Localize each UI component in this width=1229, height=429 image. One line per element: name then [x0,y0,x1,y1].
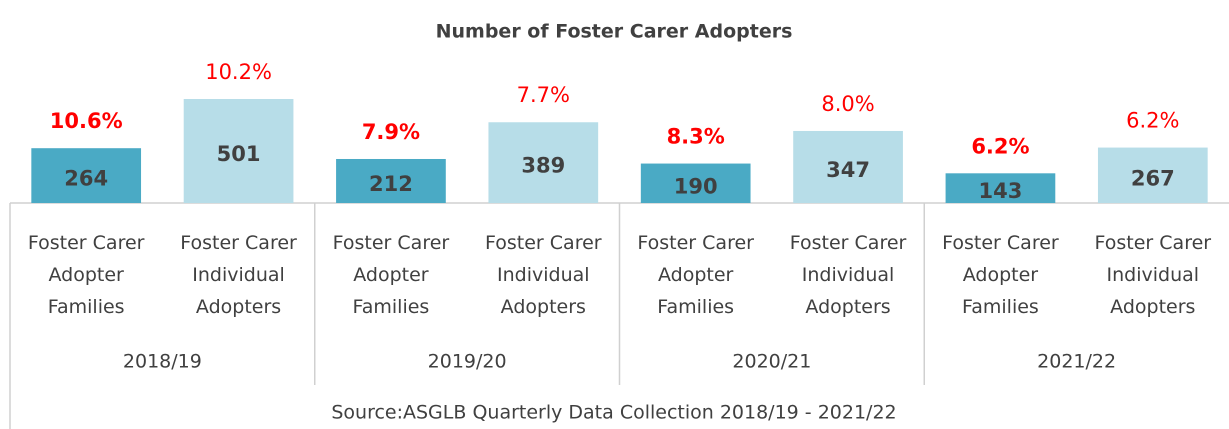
percentage-label: 10.6% [50,109,123,133]
value-label: 501 [217,142,261,166]
value-label: 264 [64,167,108,191]
category-label: Foster Carer Adopter Families [333,232,450,318]
percentage-label: 8.3% [667,125,725,149]
value-label: 190 [674,174,718,198]
group-label: 2018/19 [123,351,202,373]
category-label: Foster Carer Adopter Families [637,232,754,318]
value-label: 347 [826,158,870,182]
category-label: Foster Carer Individual Adopters [790,232,907,318]
bar [183,99,294,203]
bar [31,148,142,203]
category-label: Foster Carer Individual Adopters [1095,232,1212,318]
value-label: 212 [369,172,413,196]
category-label: Foster Carer Individual Adopters [180,232,297,318]
category-label: Foster Carer Adopter Families [942,232,1059,318]
value-label: 143 [979,179,1023,203]
group-label: 2020/21 [732,351,811,373]
bar [488,122,599,203]
value-label: 389 [521,154,565,178]
percentage-label: 8.0% [821,92,874,116]
bar [336,158,446,203]
chart-title: Number of Foster Carer Adopters [436,21,793,43]
percentage-label: 7.7% [517,83,570,107]
value-label: 267 [1131,166,1175,190]
bar [1097,147,1208,203]
source-note: Source:ASGLB Quarterly Data Collection 2… [331,402,896,424]
percentage-label: 10.2% [205,60,272,84]
group-label: 2019/20 [428,351,507,373]
percentage-label: 6.2% [1126,109,1179,133]
category-label: Foster Carer Individual Adopters [485,232,602,318]
group-label: 2021/22 [1037,351,1116,373]
category-label: Foster Carer Adopter Families [28,232,145,318]
bar [793,130,903,203]
bar [945,173,1056,203]
percentage-label: 6.2% [971,134,1029,158]
bar [640,163,751,203]
percentage-label: 7.9% [362,120,420,144]
